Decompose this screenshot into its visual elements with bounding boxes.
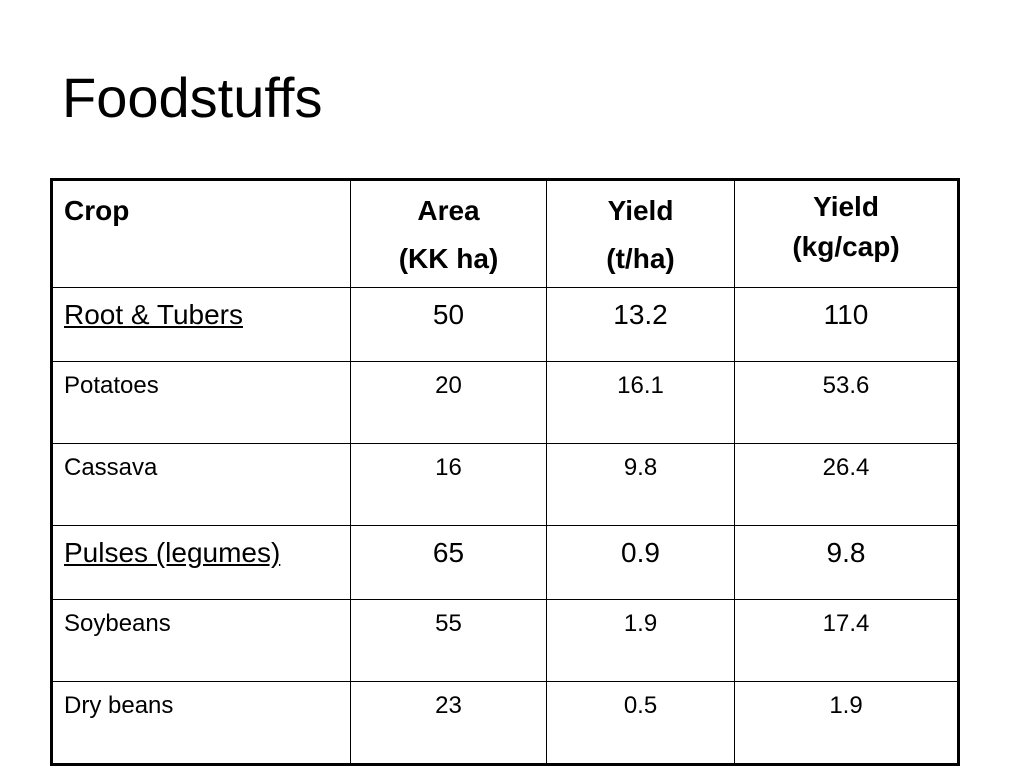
yield-kg-cap-cell: 53.6: [734, 361, 959, 444]
column-header-text: Yield: [813, 191, 879, 222]
column-header-yield-kg-cap: Yield (kg/cap): [734, 179, 959, 288]
slide-title: Foodstuffs: [62, 66, 323, 129]
yield-kg-cap-cell: 1.9: [734, 681, 959, 765]
table-row-group: Root & Tubers 50 13.2 110: [51, 287, 959, 362]
crop-group-label: Root & Tubers: [64, 299, 243, 330]
area-cell: 23: [350, 681, 547, 765]
area-cell: 16: [350, 443, 547, 526]
yield-t-ha-cell: 13.2: [546, 287, 735, 362]
yield-kg-cap-cell: 26.4: [734, 443, 959, 526]
area-cell: 20: [350, 361, 547, 444]
column-header-unit: (KK ha): [398, 243, 499, 274]
table-row: Soybeans 55 1.9 17.4: [51, 599, 959, 682]
column-header-text: Area: [417, 195, 480, 226]
area-cell: 55: [350, 599, 547, 682]
yield-t-ha-cell: 0.9: [546, 525, 735, 600]
column-header-text: Yield: [607, 195, 674, 226]
yield-kg-cap-cell: 110: [734, 287, 959, 362]
area-cell: 65: [350, 525, 547, 600]
crop-cell: Dry beans: [51, 681, 351, 765]
crop-cell: Potatoes: [51, 361, 351, 444]
table-header-row: Crop Area (KK ha) Yield (t/ha) Yield (kg…: [51, 179, 959, 288]
table-row: Potatoes 20 16.1 53.6: [51, 361, 959, 444]
table-row: Cassava 16 9.8 26.4: [51, 443, 959, 526]
column-header-unit: (kg/cap): [792, 231, 900, 262]
column-header-area: Area (KK ha): [350, 179, 547, 288]
column-header-text: Crop: [64, 195, 130, 226]
crop-cell: Pulses (legumes): [51, 525, 351, 600]
yield-t-ha-cell: 0.5: [546, 681, 735, 765]
column-header-crop: Crop: [51, 179, 351, 288]
yield-t-ha-cell: 1.9: [546, 599, 735, 682]
crop-cell: Root & Tubers: [51, 287, 351, 362]
crop-cell: Cassava: [51, 443, 351, 526]
yield-kg-cap-cell: 17.4: [734, 599, 959, 682]
area-cell: 50: [350, 287, 547, 362]
crop-cell: Soybeans: [51, 599, 351, 682]
table-row: Dry beans 23 0.5 1.9: [51, 681, 959, 765]
foodstuffs-table: Crop Area (KK ha) Yield (t/ha) Yield (kg…: [50, 178, 960, 766]
yield-kg-cap-cell: 9.8: [734, 525, 959, 600]
table-row-group: Pulses (legumes) 65 0.9 9.8: [51, 525, 959, 600]
yield-t-ha-cell: 16.1: [546, 361, 735, 444]
column-header-yield-t-ha: Yield (t/ha): [546, 179, 735, 288]
yield-t-ha-cell: 9.8: [546, 443, 735, 526]
crop-group-label: Pulses (legumes): [64, 537, 281, 568]
column-header-unit: (t/ha): [606, 243, 675, 274]
